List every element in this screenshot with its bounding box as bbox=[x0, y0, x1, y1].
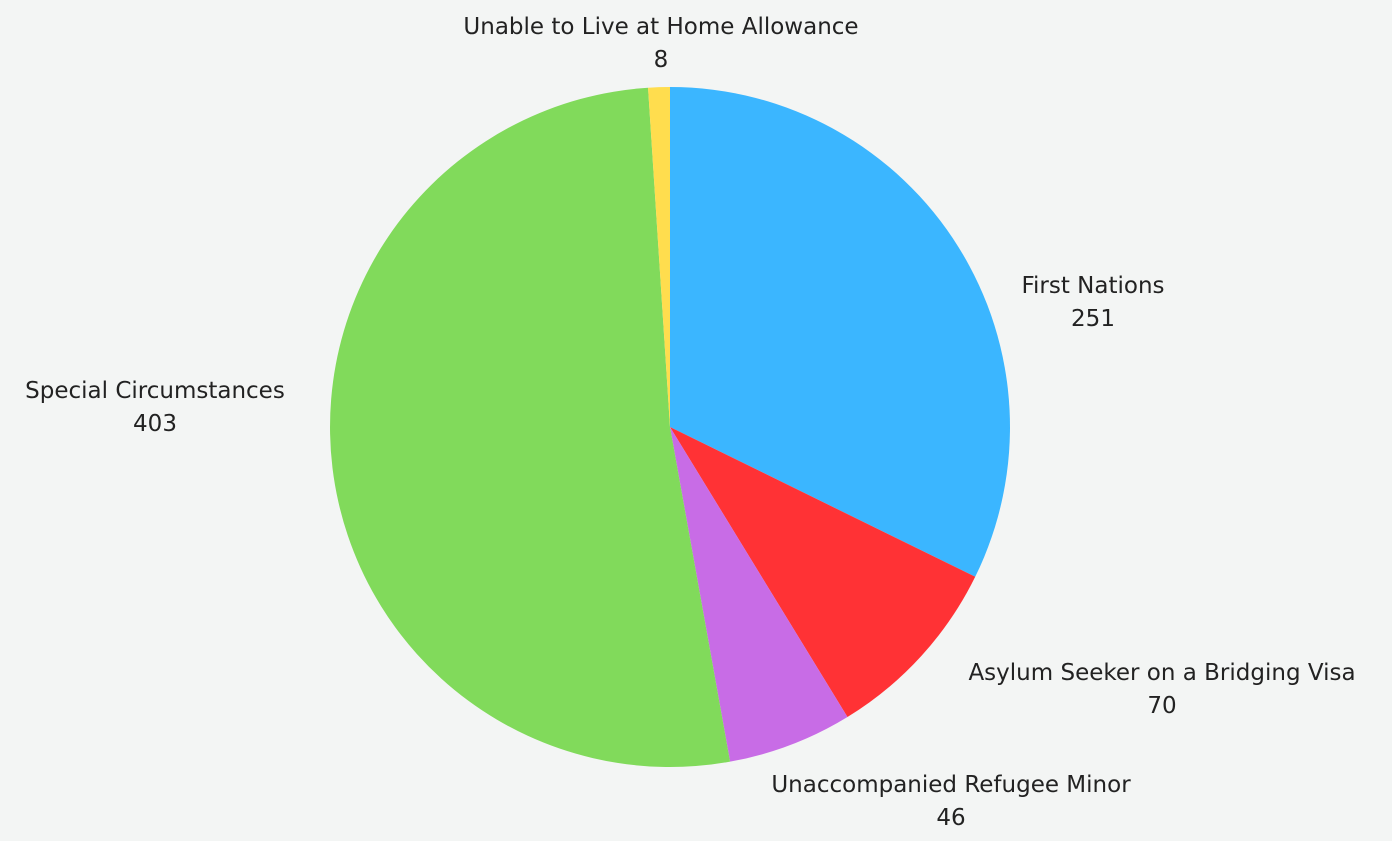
slice-value-label: 70 bbox=[1147, 693, 1176, 719]
slice-value-label: 403 bbox=[133, 411, 177, 437]
pie-slices bbox=[330, 87, 1010, 767]
slice-value-label: 251 bbox=[1071, 306, 1115, 332]
slice-label: Asylum Seeker on a Bridging Visa bbox=[968, 660, 1355, 686]
slice-label: First Nations bbox=[1021, 273, 1164, 299]
pie-slice-special-circumstances[interactable] bbox=[330, 87, 731, 767]
slice-label: Special Circumstances bbox=[25, 378, 285, 404]
slice-label: Unable to Live at Home Allowance bbox=[463, 14, 858, 40]
pie-labels: First Nations 251 Asylum Seeker on a Bridg… bbox=[25, 14, 1355, 831]
pie-slice-unable-to-live-at-home-allowance[interactable] bbox=[648, 87, 670, 427]
pie-slice-asylum-seeker-on-a-bridging-visa[interactable] bbox=[670, 427, 976, 718]
slice-value-label: 46 bbox=[936, 805, 965, 831]
slice-value-label: 8 bbox=[654, 47, 669, 73]
pie-slice-first-nations[interactable] bbox=[670, 87, 1010, 577]
slice-label: Unaccompanied Refugee Minor bbox=[771, 772, 1131, 798]
pie-slice-unaccompanied-refugee-minor[interactable] bbox=[670, 427, 848, 762]
